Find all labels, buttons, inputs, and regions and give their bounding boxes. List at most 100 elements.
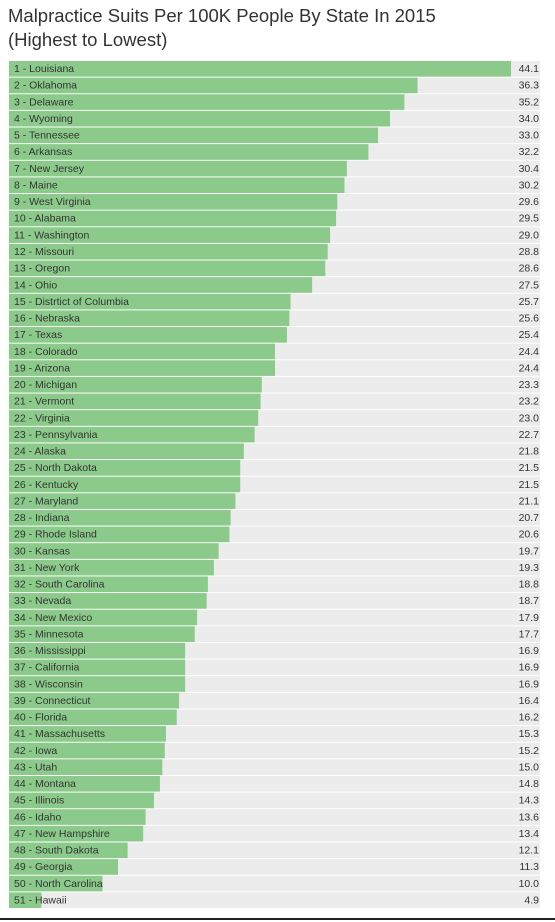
bar	[9, 410, 259, 426]
bar	[9, 210, 337, 227]
value-label: 18.7	[519, 595, 540, 607]
value-label: 27.5	[519, 279, 540, 291]
bar-label: 36 - Mississippi	[14, 645, 86, 657]
bar-label: 38 - Wisconsin	[14, 678, 83, 690]
value-label: 23.0	[519, 412, 540, 424]
bar-label: 25 - North Dakota	[14, 462, 97, 474]
bar	[9, 809, 146, 825]
bar	[9, 576, 208, 593]
bar-label: 24 - Alaska	[14, 446, 66, 458]
bar	[9, 842, 128, 859]
bar	[9, 609, 198, 626]
bar-label: 30 - Kansas	[14, 545, 70, 557]
bar-label: 13 - Oregon	[14, 263, 70, 275]
bar	[9, 526, 230, 543]
bar-label: 14 - Ohio	[14, 279, 57, 291]
bar-label: 10 - Alabama	[14, 213, 76, 225]
bar	[9, 293, 291, 310]
value-label: 33.0	[519, 130, 540, 142]
bar	[9, 243, 328, 260]
bar-label: 48 - South Dakota	[14, 845, 99, 857]
value-label: 23.3	[519, 379, 540, 391]
bar	[9, 327, 287, 343]
value-label: 23.2	[519, 396, 540, 408]
value-label: 24.4	[519, 362, 540, 374]
bar	[9, 509, 231, 526]
bar	[9, 626, 195, 642]
value-label: 21.8	[519, 446, 540, 458]
bar	[9, 476, 241, 493]
value-label: 30.4	[519, 163, 540, 175]
bar-label: 50 - North Carolina	[14, 878, 103, 890]
value-label: 14.8	[519, 778, 540, 790]
bar	[9, 642, 186, 659]
bar-label: 20 - Michigan	[14, 379, 77, 391]
bar	[9, 759, 163, 775]
bar-label: 21 - Vermont	[14, 396, 74, 408]
value-label: 35.2	[519, 96, 540, 108]
bar-label: 39 - Connecticut	[14, 695, 91, 707]
bar-label: 41 - Massachusetts	[14, 728, 105, 740]
value-label: 21.5	[519, 479, 540, 491]
bar	[9, 775, 160, 792]
value-label: 20.7	[519, 512, 540, 524]
bar-label: 23 - Pennsylvania	[14, 429, 98, 441]
row-background	[9, 859, 540, 875]
bar-label: 46 - Idaho	[14, 811, 61, 823]
bar	[9, 493, 236, 509]
bar-label: 5 - Tennessee	[14, 130, 80, 142]
bar	[9, 277, 313, 293]
bar	[9, 593, 207, 609]
bar	[9, 709, 177, 726]
bar-label: 26 - Kentucky	[14, 479, 79, 491]
value-label: 34.0	[519, 113, 540, 125]
bar	[9, 792, 154, 809]
value-label: 28.8	[519, 246, 540, 258]
bar	[9, 144, 369, 160]
bar	[9, 77, 418, 94]
bar-label: 42 - Iowa	[14, 745, 57, 757]
bar-label: 31 - New York	[14, 562, 80, 574]
value-label: 29.0	[519, 229, 540, 241]
bar	[9, 676, 186, 692]
value-label: 16.2	[519, 712, 540, 724]
bar	[9, 559, 214, 576]
bar-label: 27 - Maryland	[14, 495, 78, 507]
bar-label: 40 - Florida	[14, 712, 67, 724]
value-label: 28.6	[519, 263, 540, 275]
bar-label: 16 - Nebraska	[14, 313, 80, 325]
bar-label: 12 - Missouri	[14, 246, 74, 258]
bar-label: 28 - Indiana	[14, 512, 70, 524]
bar	[9, 393, 261, 410]
bar-label: 22 - Virginia	[14, 412, 70, 424]
bar-label: 35 - Minnesota	[14, 628, 84, 640]
bar	[9, 825, 144, 842]
bar	[9, 859, 119, 875]
value-label: 16.4	[519, 695, 540, 707]
bar-label: 15 - Distrtict of Columbia	[14, 296, 129, 308]
value-label: 16.9	[519, 645, 540, 657]
value-label: 20.6	[519, 529, 540, 541]
bar-label: 7 - New Jersey	[14, 163, 85, 175]
bar	[9, 892, 42, 908]
row-background	[9, 875, 540, 892]
bar	[9, 310, 290, 327]
bar-label: 11 - Washington	[14, 229, 89, 241]
bar-label: 51 - Hawaii	[14, 894, 67, 906]
bar-label: 34 - New Mexico	[14, 612, 92, 624]
bar	[9, 177, 345, 194]
value-label: 16.9	[519, 678, 540, 690]
row-background	[9, 842, 540, 859]
bar-label: 3 - Delaware	[14, 96, 74, 108]
bar	[9, 110, 390, 127]
bar	[9, 426, 255, 443]
value-label: 32.2	[519, 146, 540, 158]
value-label: 24.4	[519, 346, 540, 358]
value-label: 13.6	[519, 811, 540, 823]
bar-label: 32 - South Carolina	[14, 579, 105, 591]
value-label: 25.6	[519, 313, 540, 325]
bar-label: 19 - Arizona	[14, 362, 70, 374]
value-label: 15.3	[519, 728, 540, 740]
